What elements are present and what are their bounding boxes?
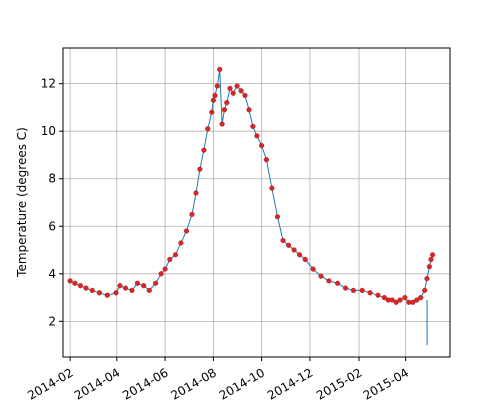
data-point xyxy=(342,285,349,291)
data-point xyxy=(426,264,433,270)
data-point xyxy=(183,228,190,234)
data-point xyxy=(96,290,103,296)
axes-frame xyxy=(62,47,451,358)
data-point xyxy=(238,88,244,94)
data-point xyxy=(422,287,428,294)
data-point xyxy=(221,107,228,113)
data-point xyxy=(205,126,211,132)
data-point xyxy=(224,100,230,106)
data-point xyxy=(428,256,434,263)
data-point xyxy=(393,299,399,305)
data-point xyxy=(146,287,152,294)
data-point xyxy=(153,280,159,286)
data-point xyxy=(286,242,292,248)
data-point xyxy=(381,295,387,301)
plot-area xyxy=(67,66,436,346)
data-point xyxy=(359,287,365,294)
data-point xyxy=(193,190,199,196)
data-point xyxy=(189,211,195,218)
data-point xyxy=(158,271,164,277)
y-tick-label: 6 xyxy=(48,219,56,233)
data-point xyxy=(430,252,436,258)
data-point xyxy=(291,247,297,253)
data-point xyxy=(219,121,225,127)
data-point xyxy=(122,285,129,291)
data-point xyxy=(302,256,308,263)
data-point xyxy=(72,280,78,286)
data-point xyxy=(234,83,240,89)
data-point xyxy=(274,214,281,220)
y-tick-label: 4 xyxy=(48,267,56,281)
data-point xyxy=(335,280,341,286)
data-point xyxy=(209,109,215,115)
data-point xyxy=(89,287,95,294)
grid xyxy=(63,48,450,357)
data-point xyxy=(254,133,260,139)
data-point xyxy=(212,92,218,99)
data-point xyxy=(310,266,316,272)
data-point xyxy=(227,85,233,92)
y-axis-label: Temperature (degrees C) xyxy=(15,127,29,278)
data-point xyxy=(318,273,324,279)
data-point xyxy=(167,256,173,263)
y-tick-label: 12 xyxy=(41,77,56,91)
data-point xyxy=(197,166,203,172)
data-point xyxy=(104,292,110,298)
data-point xyxy=(129,287,135,294)
data-point xyxy=(67,278,73,284)
data-point xyxy=(269,185,275,191)
data-point xyxy=(424,276,430,282)
data-point xyxy=(217,66,223,73)
data-point xyxy=(402,295,408,301)
data-point xyxy=(117,283,123,289)
data-point xyxy=(418,295,424,301)
data-point xyxy=(178,240,184,246)
data-point xyxy=(297,252,303,258)
y-tick-label: 2 xyxy=(48,314,56,328)
data-point xyxy=(250,123,256,130)
y-axis: 2 4 6 8 10 12 xyxy=(41,77,63,328)
data-point xyxy=(326,278,332,284)
data-point xyxy=(172,252,179,258)
data-point xyxy=(83,285,89,291)
data-point xyxy=(210,97,217,103)
data-point xyxy=(259,142,265,149)
data-point xyxy=(134,280,141,286)
data-point xyxy=(113,290,119,296)
data-point xyxy=(280,237,286,244)
data-point xyxy=(246,107,252,113)
data-point xyxy=(350,287,357,294)
data-point xyxy=(201,147,207,153)
data-point xyxy=(77,283,84,289)
data-point xyxy=(410,299,416,305)
data-point xyxy=(141,283,147,289)
data-point xyxy=(389,297,395,303)
data-point xyxy=(367,290,373,296)
data-point xyxy=(242,92,248,99)
data-point xyxy=(162,266,168,272)
data-point xyxy=(230,90,236,96)
data-point xyxy=(375,292,381,298)
data-point xyxy=(263,157,270,163)
y-tick-label: 10 xyxy=(41,124,56,138)
data-point xyxy=(414,297,420,303)
data-point xyxy=(214,83,220,89)
y-tick-label: 8 xyxy=(48,172,56,186)
data-point xyxy=(397,297,403,303)
